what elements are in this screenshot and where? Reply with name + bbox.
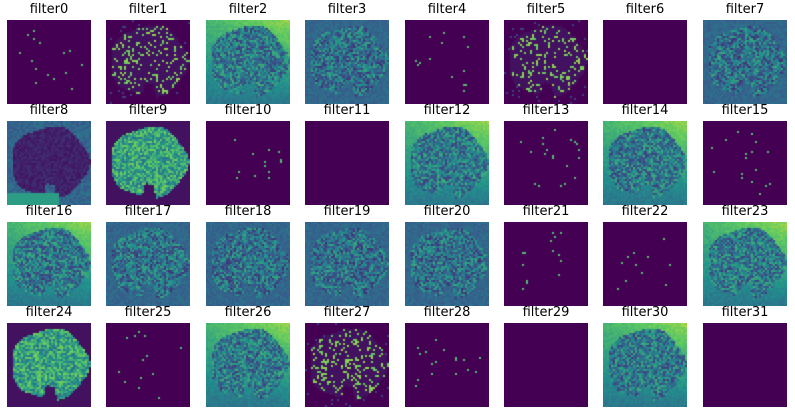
panel-title: filter6 [625,2,665,17]
feature-map-panel: filter4 [405,0,489,104]
panel-title: filter2 [228,2,268,17]
feature-map-panel: filter16 [7,202,91,306]
feature-map-panel: filter1 [106,0,190,104]
feature-map-image [206,323,290,407]
panel-title: filter1 [128,2,168,17]
feature-map-panel: filter15 [703,101,787,205]
panel-title: filter7 [725,2,765,17]
feature-map-image [703,121,787,205]
feature-map-image [405,20,489,104]
panel-title: filter11 [323,103,371,118]
panel-title: filter19 [323,204,371,219]
panel-title: filter13 [522,103,570,118]
feature-map-image [305,222,389,306]
feature-map-panel: filter14 [603,101,687,205]
panel-title: filter10 [224,103,272,118]
panel-title: filter21 [522,204,570,219]
feature-map-image [405,323,489,407]
feature-map-image [603,121,687,205]
panel-title: filter27 [323,305,371,320]
feature-map-panel: filter17 [106,202,190,306]
feature-map-panel: filter21 [504,202,588,306]
panel-title: filter8 [29,103,69,118]
feature-map-panel: filter30 [603,303,687,407]
feature-map-image [603,20,687,104]
panel-title: filter26 [224,305,272,320]
feature-map-panel: filter20 [405,202,489,306]
feature-map-panel: filter2 [206,0,290,104]
feature-map-panel: filter12 [405,101,489,205]
feature-map-image [106,323,190,407]
feature-map-panel: filter24 [7,303,91,407]
feature-map-panel: filter23 [703,202,787,306]
feature-map-panel: filter3 [305,0,389,104]
feature-map-panel: filter9 [106,101,190,205]
feature-map-panel: filter7 [703,0,787,104]
feature-map-panel: filter28 [405,303,489,407]
feature-map-image [106,121,190,205]
panel-title: filter14 [621,103,669,118]
feature-map-image [206,20,290,104]
feature-map-image [106,222,190,306]
feature-map-panel: filter26 [206,303,290,407]
feature-map-image [703,20,787,104]
panel-title: filter30 [621,305,669,320]
panel-title: filter31 [721,305,769,320]
feature-map-panel: filter29 [504,303,588,407]
feature-map-panel: filter5 [504,0,588,104]
panel-title: filter16 [25,204,73,219]
feature-map-image [504,121,588,205]
panel-title: filter15 [721,103,769,118]
panel-title: filter29 [522,305,570,320]
feature-map-image [7,323,91,407]
panel-title: filter17 [124,204,172,219]
panel-title: filter0 [29,2,69,17]
panel-title: filter9 [128,103,168,118]
feature-map-image [504,20,588,104]
feature-map-image [206,121,290,205]
feature-map-image [7,121,91,205]
feature-map-image [305,20,389,104]
feature-map-panel: filter10 [206,101,290,205]
panel-title: filter12 [423,103,471,118]
feature-map-panel: filter0 [7,0,91,104]
feature-map-panel: filter8 [7,101,91,205]
feature-map-image [603,222,687,306]
panel-title: filter23 [721,204,769,219]
feature-map-image [504,222,588,306]
panel-title: filter18 [224,204,272,219]
feature-map-image [405,121,489,205]
feature-map-panel: filter18 [206,202,290,306]
feature-map-image [7,20,91,104]
feature-map-image [603,323,687,407]
feature-map-image [305,323,389,407]
panel-title: filter20 [423,204,471,219]
feature-map-image [405,222,489,306]
feature-map-image [106,20,190,104]
feature-map-panel: filter19 [305,202,389,306]
feature-map-panel: filter27 [305,303,389,407]
feature-map-image [305,121,389,205]
feature-map-panel: filter6 [603,0,687,104]
panel-title: filter4 [427,2,467,17]
feature-map-panel: filter31 [703,303,787,407]
feature-map-image [703,222,787,306]
panel-title: filter24 [25,305,73,320]
feature-map-panel: filter13 [504,101,588,205]
feature-map-image [703,323,787,407]
feature-map-panel: filter25 [106,303,190,407]
panel-title: filter25 [124,305,172,320]
feature-map-image [7,222,91,306]
panel-title: filter22 [621,204,669,219]
feature-map-panel: filter22 [603,202,687,306]
feature-map-image [504,323,588,407]
feature-map-panel: filter11 [305,101,389,205]
panel-title: filter3 [327,2,367,17]
panel-title: filter28 [423,305,471,320]
feature-map-image [206,222,290,306]
panel-title: filter5 [526,2,566,17]
